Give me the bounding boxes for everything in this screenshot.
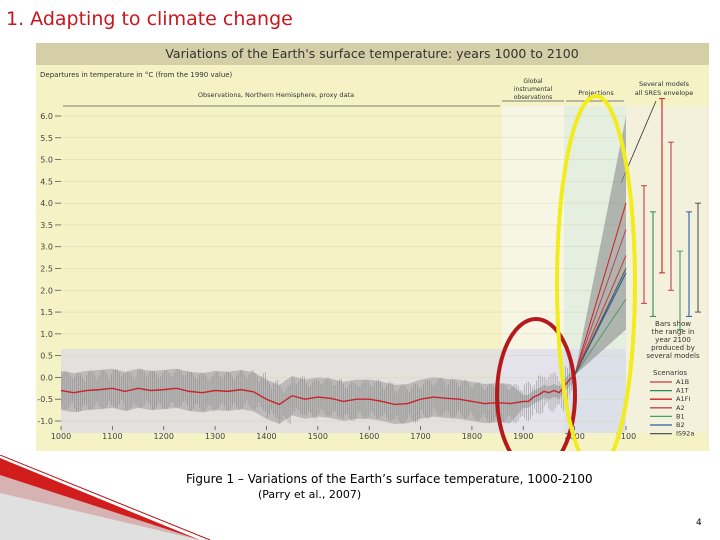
scenario-line-b1 (574, 298, 627, 376)
scenario-lines (574, 202, 627, 376)
figure-source: (Parry et al., 2007) (258, 488, 362, 501)
scenario-line-a1b (574, 255, 627, 376)
x-tick-label: 1500 (308, 432, 328, 441)
temperature-figure: Variations of the Earth's surface temper… (36, 43, 709, 451)
chart-title: Variations of the Earth's surface temper… (165, 46, 578, 61)
envelope-area (574, 116, 626, 376)
y-tick-label: 4.0 (40, 199, 53, 208)
bars-note-line: the range in (652, 328, 695, 336)
projection-envelope (574, 116, 626, 376)
figure-caption: Figure 1 – Variations of the Earth’s sur… (186, 472, 593, 486)
y-tick-label: 0.5 (40, 352, 53, 361)
scenario-line-a1fi (574, 202, 627, 376)
bars-note-line: several models (646, 352, 700, 360)
x-tick-label: 1700 (410, 432, 430, 441)
x-tick-label: 1600 (359, 432, 379, 441)
global-label-3: observations (514, 94, 553, 101)
x-tick-label: 1900 (513, 432, 533, 441)
legend-title: Scenarios (653, 369, 687, 377)
y-tick-label: -0.5 (37, 395, 53, 404)
projections-label: Projections (578, 89, 614, 97)
chart-title-band (36, 43, 709, 65)
bars-note-line: produced by (651, 344, 695, 352)
y-tick-label: 6.0 (40, 112, 53, 121)
y-tick-label: -1.0 (37, 417, 53, 426)
x-tick-label: 1200 (154, 432, 174, 441)
legend-label-b1: B1 (676, 412, 685, 420)
bars-note-line: year 2100 (655, 336, 691, 344)
y-tick-label: 5.5 (40, 134, 53, 143)
page-number: 4 (696, 518, 702, 528)
legend-label-is92a: IS92a (676, 430, 694, 438)
legend-label-a2: A2 (676, 404, 685, 412)
global-label-1: Global (523, 78, 542, 85)
scenario-line-is92a (574, 268, 627, 376)
bars-note-line: Bars show (655, 320, 691, 328)
proxy-series-group (60, 374, 576, 406)
x-tick-label: 2100 (616, 432, 636, 441)
y-tick-label: 1.0 (40, 330, 53, 339)
y-tick-label: 0.0 (40, 373, 53, 382)
corner-decoration (0, 455, 211, 540)
temperature-chart: Variations of the Earth's surface temper… (36, 43, 709, 451)
y-tick-labels: 6.0 5.5 5.0 4.5 4.0 3.5 3.0 2.5 2.0 1.5 1.0 0.5 0.0 -… (37, 112, 61, 426)
instrumental-highlight-ellipse (495, 317, 577, 451)
y-axis-label: Departures in temperature in °C (from th… (40, 71, 233, 79)
y-tick-label: 3.0 (40, 243, 53, 252)
legend-label-a1fi: A1FI (676, 395, 690, 403)
y-tick-label: 4.5 (40, 177, 53, 186)
envelope-label-1: Several models (639, 80, 690, 88)
x-tick-label: 1100 (102, 432, 122, 441)
scenario-line-a2 (574, 229, 627, 376)
y-tick-label: 3.5 (40, 221, 53, 230)
observations-label: Observations, Northern Hemisphere, proxy… (198, 91, 354, 99)
global-label-2: instrumental (514, 86, 553, 93)
proxy-series (60, 374, 576, 406)
x-tick-label: 1800 (462, 432, 482, 441)
slide-title: 1. Adapting to climate change (6, 8, 293, 30)
legend-label-b2: B2 (676, 421, 685, 429)
y-tick-label: 1.5 (40, 308, 53, 317)
projection-highlight-ellipse (555, 94, 637, 451)
legend-label-a1t: A1T (676, 387, 689, 395)
range-bars (641, 98, 701, 330)
x-tick-label: 1400 (256, 432, 276, 441)
envelope-label-2: all SRES envelope (635, 89, 693, 97)
y-tick-label: 2.5 (40, 265, 53, 274)
y-tick-label: 2.0 (40, 286, 53, 295)
bars-region (626, 106, 709, 433)
y-tick-label: 5.0 (40, 156, 53, 165)
x-tick-label: 1300 (205, 432, 225, 441)
x-tick-label: 1000 (51, 432, 71, 441)
legend-label-a1b: A1B (676, 378, 689, 386)
